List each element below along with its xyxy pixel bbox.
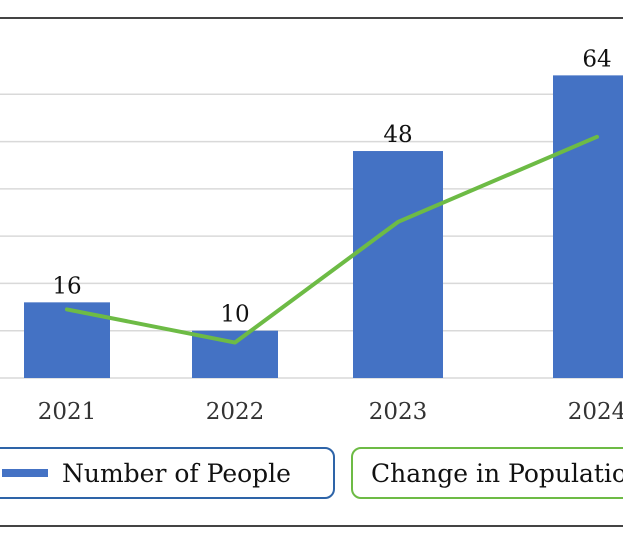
data-label: 10: [220, 302, 249, 328]
data-labels: 16 10 48 64: [52, 46, 611, 327]
data-label: 48: [383, 122, 412, 148]
x-tick-label: 2023: [369, 399, 428, 425]
legend-line-label: Change in Population: [371, 458, 623, 488]
legend-item-line: Change in Population: [351, 447, 623, 499]
legend-item-bar: Number of People: [0, 447, 335, 499]
plot-border: [0, 17, 623, 527]
x-tick-label: 2024: [568, 399, 623, 425]
x-tick-label: 2022: [206, 399, 265, 425]
legend-bar-label: Number of People: [62, 458, 291, 488]
data-label: 16: [52, 273, 81, 299]
x-axis-ticks: 2021 2022 2023 2024: [38, 399, 623, 425]
line-path: [65, 134, 599, 345]
bar: [553, 75, 623, 378]
bar-series: [24, 75, 623, 378]
x-tick-label: 2021: [38, 399, 97, 425]
data-label: 64: [582, 46, 611, 72]
line-series: [65, 134, 599, 345]
legend-bar-swatch: [2, 469, 48, 477]
gridlines: [0, 93, 623, 379]
bar: [353, 151, 443, 378]
